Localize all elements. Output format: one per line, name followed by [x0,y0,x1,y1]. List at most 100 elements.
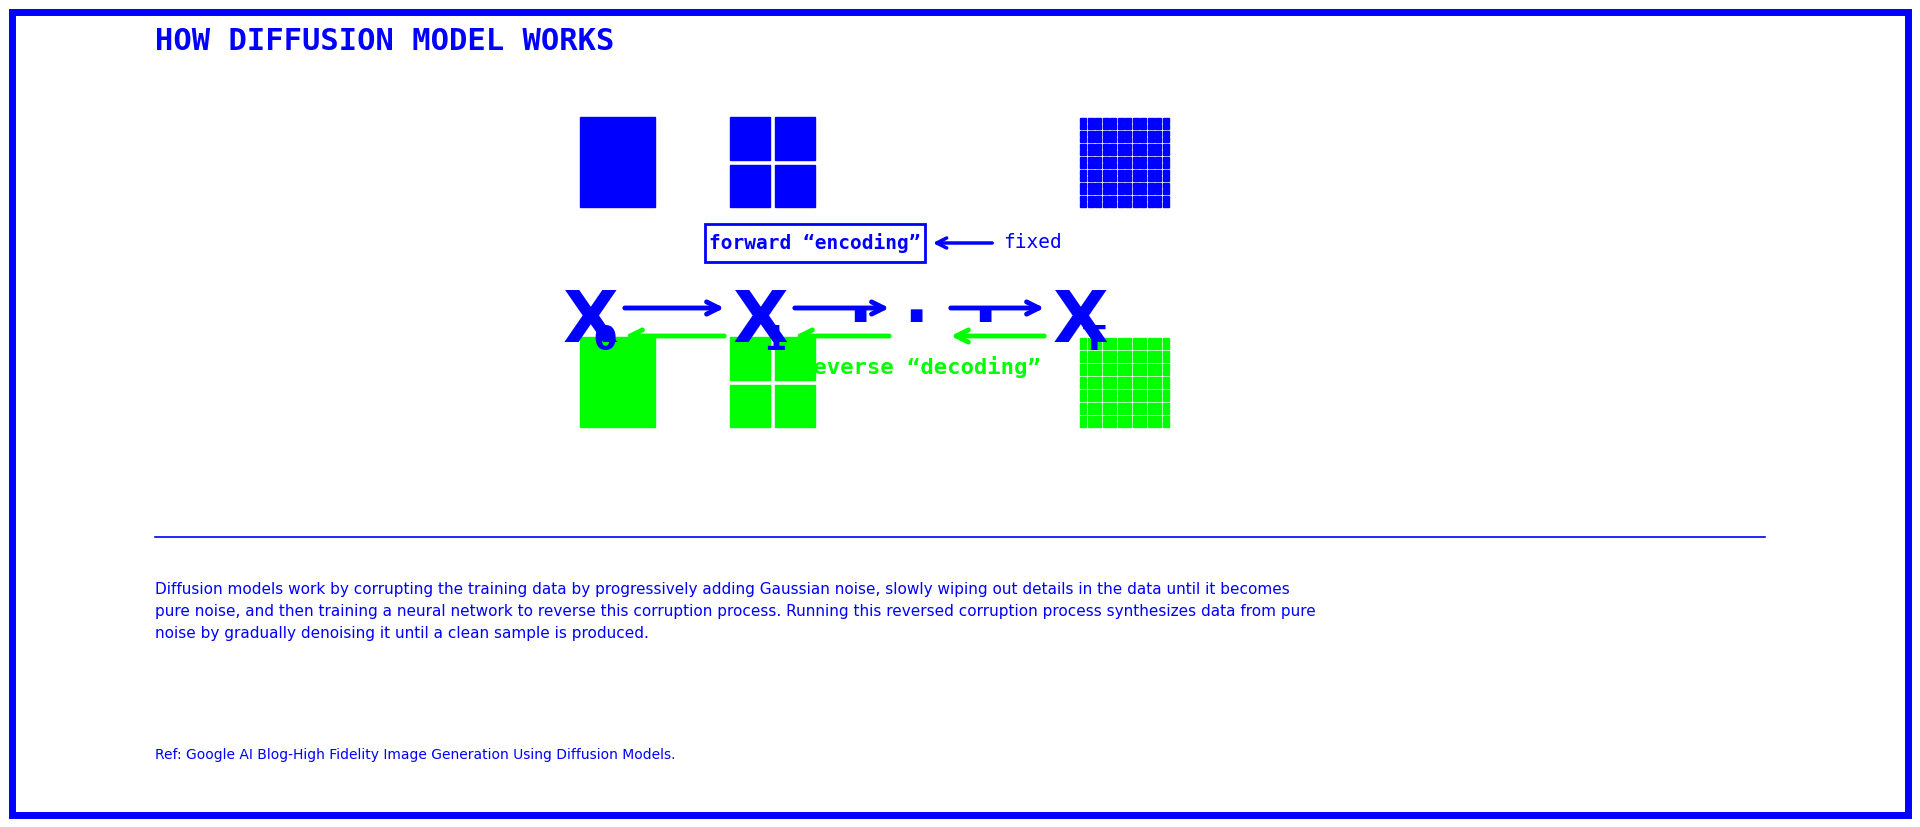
Bar [1117,409,1123,414]
Bar [1079,202,1087,207]
Bar [1156,176,1162,181]
Bar [1102,409,1108,414]
Text: Ref: Google AI Blog-High Fidelity Image Generation Using Diffusion Models.: Ref: Google AI Blog-High Fidelity Image … [156,748,676,762]
Text: $\mathbf{X}$: $\mathbf{X}$ [1052,288,1108,356]
Bar [1148,396,1154,401]
Bar [1102,150,1108,155]
Bar [1162,422,1169,427]
Bar [1110,351,1116,356]
Bar [1133,422,1139,427]
Bar [1140,131,1146,136]
Text: pure noise, and then training a neural network to reverse this corruption proces: pure noise, and then training a neural n… [156,604,1315,619]
Bar [1125,189,1131,194]
Bar [1125,195,1131,200]
Text: $\mathbf{T}$: $\mathbf{T}$ [1083,323,1106,356]
Bar [1162,124,1169,129]
Bar [1125,403,1131,408]
Text: Diffusion models work by corrupting the training data by progressively adding Ga: Diffusion models work by corrupting the … [156,582,1290,597]
Bar [1133,357,1139,362]
Bar [1133,344,1139,349]
Bar [1117,202,1123,207]
Bar [1140,195,1146,200]
Bar [1102,396,1108,401]
Bar [1162,195,1169,200]
Bar [1148,189,1154,194]
Bar [1102,124,1108,129]
Bar [1087,422,1094,427]
Bar [1079,117,1087,122]
Bar [1133,415,1139,420]
Bar [1102,117,1108,122]
Bar [1133,202,1139,207]
Bar [1117,364,1123,369]
Bar [1102,357,1108,362]
Bar [1148,390,1154,394]
Bar [1102,195,1108,200]
Bar [1102,344,1108,349]
Bar [1125,117,1131,122]
Bar [1125,144,1131,149]
Bar [1110,364,1116,369]
Bar [1094,144,1100,149]
Bar [1094,364,1100,369]
Bar [1087,202,1094,207]
Bar [1094,131,1100,136]
Bar [1148,124,1154,129]
Bar [1079,163,1087,168]
Bar [1110,124,1116,129]
Bar [1162,396,1169,401]
Bar [1087,131,1094,136]
Text: forward “encoding”: forward “encoding” [708,233,922,253]
Bar [1125,137,1131,142]
Bar [1110,383,1116,388]
Bar [1133,117,1139,122]
Bar [1110,396,1116,401]
Bar [1156,337,1162,342]
Bar [1148,351,1154,356]
Text: reverse “decoding”: reverse “decoding” [799,356,1041,378]
Bar [1162,364,1169,369]
Bar [1094,383,1100,388]
Text: $\mathbf{X}$: $\mathbf{X}$ [732,288,787,356]
Bar [1125,422,1131,427]
Bar [1102,337,1108,342]
Bar [580,117,655,207]
Bar [1117,137,1123,142]
Bar [1133,409,1139,414]
Bar [1140,144,1146,149]
Bar [1102,156,1108,161]
Bar [1148,383,1154,388]
Bar [1140,202,1146,207]
Bar [1102,163,1108,168]
Bar [1094,376,1100,381]
Bar [1162,176,1169,181]
Bar [1110,195,1116,200]
Bar [1156,137,1162,142]
Bar [1117,415,1123,420]
Bar [1156,131,1162,136]
Bar [1140,189,1146,194]
Bar [1117,144,1123,149]
Bar [1087,117,1094,122]
Bar [1148,150,1154,155]
Bar [1117,357,1123,362]
Bar [1133,144,1139,149]
Bar [1094,163,1100,168]
Bar [1110,337,1116,342]
Bar [1148,131,1154,136]
Bar [1162,376,1169,381]
Bar [1087,376,1094,381]
Bar [1162,403,1169,408]
Bar [1162,189,1169,194]
Bar [1162,370,1169,375]
Bar [1148,176,1154,181]
Bar [1148,170,1154,174]
Bar [1094,422,1100,427]
Bar [1117,170,1123,174]
Bar [1094,137,1100,142]
Bar [1087,396,1094,401]
Bar [1148,357,1154,362]
Bar [1110,117,1116,122]
Bar [1094,396,1100,401]
Bar [1079,137,1087,142]
